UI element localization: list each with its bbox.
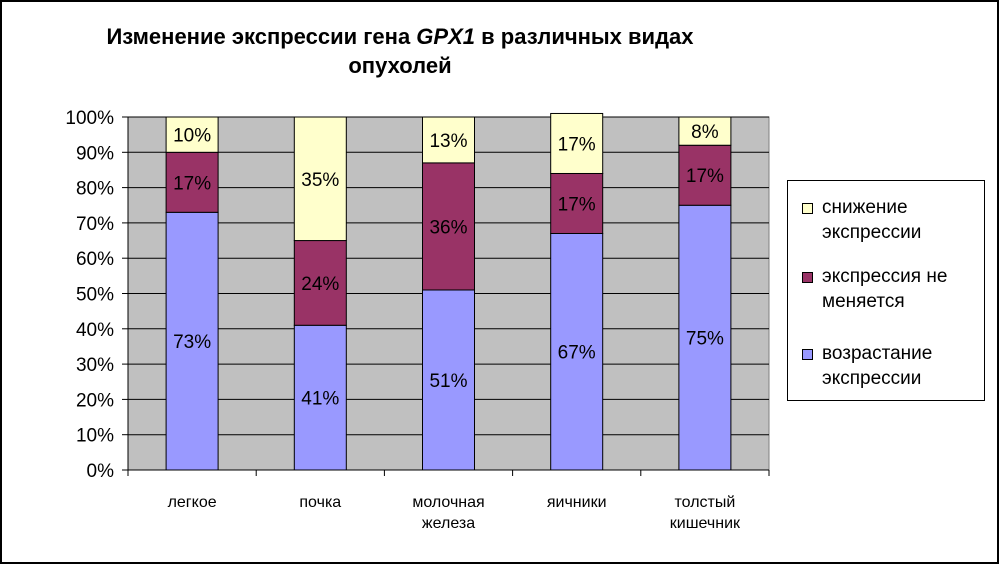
data-label: 17% <box>686 166 724 187</box>
legend-label-line: меняется <box>822 291 905 312</box>
legend-label-line: снижение <box>822 197 908 218</box>
x-category-label: молочная <box>412 494 484 511</box>
legend-label: экспрессия не меняется <box>822 264 982 314</box>
bar-segment <box>165 211 219 471</box>
x-category-label: яичники <box>547 494 607 511</box>
bar-segment <box>678 204 732 471</box>
bar-segment <box>293 116 347 242</box>
y-tick-label: 100% <box>65 108 114 129</box>
legend-swatch <box>802 272 813 283</box>
legend-label-line: возрастание <box>822 343 933 364</box>
chart-title-part-2: в различных видах опухолей <box>348 24 694 78</box>
bar-segment <box>422 162 475 291</box>
y-tick-label: 50% <box>76 285 114 306</box>
legend-swatch <box>802 203 813 214</box>
legend-label: возрастание экспрессии <box>822 341 982 391</box>
x-category-label: железа <box>422 515 475 532</box>
x-category-label: толстый <box>675 494 736 511</box>
data-label: 41% <box>301 389 339 410</box>
chart-title-part-1: Изменение экспрессии гена <box>106 24 417 49</box>
data-label: 36% <box>429 217 467 238</box>
data-label: 17% <box>173 173 211 194</box>
y-tick-label: 60% <box>76 249 114 270</box>
bar-segment <box>165 151 219 213</box>
y-tick-label: 0% <box>87 461 115 482</box>
bar-segment <box>293 240 347 326</box>
bar-segment <box>678 116 732 146</box>
data-label: 17% <box>558 134 596 155</box>
legend: снижение экспрессии экспрессия не меняется в… <box>787 180 985 401</box>
y-tick-label: 30% <box>76 355 114 376</box>
y-tick-label: 20% <box>76 390 114 411</box>
legend-label-line: экспрессии <box>822 222 922 243</box>
bar-segment <box>165 116 219 153</box>
y-tick-label: 10% <box>76 426 114 447</box>
data-label: 73% <box>173 332 211 353</box>
y-tick-label: 90% <box>76 143 114 164</box>
x-category-label: кишечник <box>670 515 741 532</box>
data-label: 24% <box>301 274 339 295</box>
bar-segment <box>422 289 475 471</box>
x-category-label: легкое <box>168 494 217 511</box>
legend-label: снижение экспрессии <box>822 195 982 245</box>
legend-swatch <box>802 349 813 360</box>
data-label: 51% <box>429 371 467 392</box>
y-tick-label: 70% <box>76 214 114 235</box>
chart-title: Изменение экспрессии гена GPX1 в различн… <box>100 22 700 80</box>
data-label: 10% <box>173 126 211 147</box>
data-label: 8% <box>691 122 719 143</box>
data-label: 35% <box>301 170 339 191</box>
bar-segment <box>293 324 347 471</box>
legend-label-line: экспрессии <box>822 368 922 389</box>
bar-segment <box>550 112 604 174</box>
data-label: 75% <box>686 329 724 350</box>
data-label: 13% <box>429 131 467 152</box>
y-tick-label: 40% <box>76 320 114 341</box>
x-category-label: почка <box>299 494 341 511</box>
data-label: 67% <box>558 343 596 364</box>
y-tick-label: 80% <box>76 179 114 200</box>
bar-segment <box>422 116 475 164</box>
legend-label-line: экспрессия не <box>822 266 948 287</box>
chart-title-gene: GPX1 <box>416 24 475 49</box>
data-label: 17% <box>558 194 596 215</box>
